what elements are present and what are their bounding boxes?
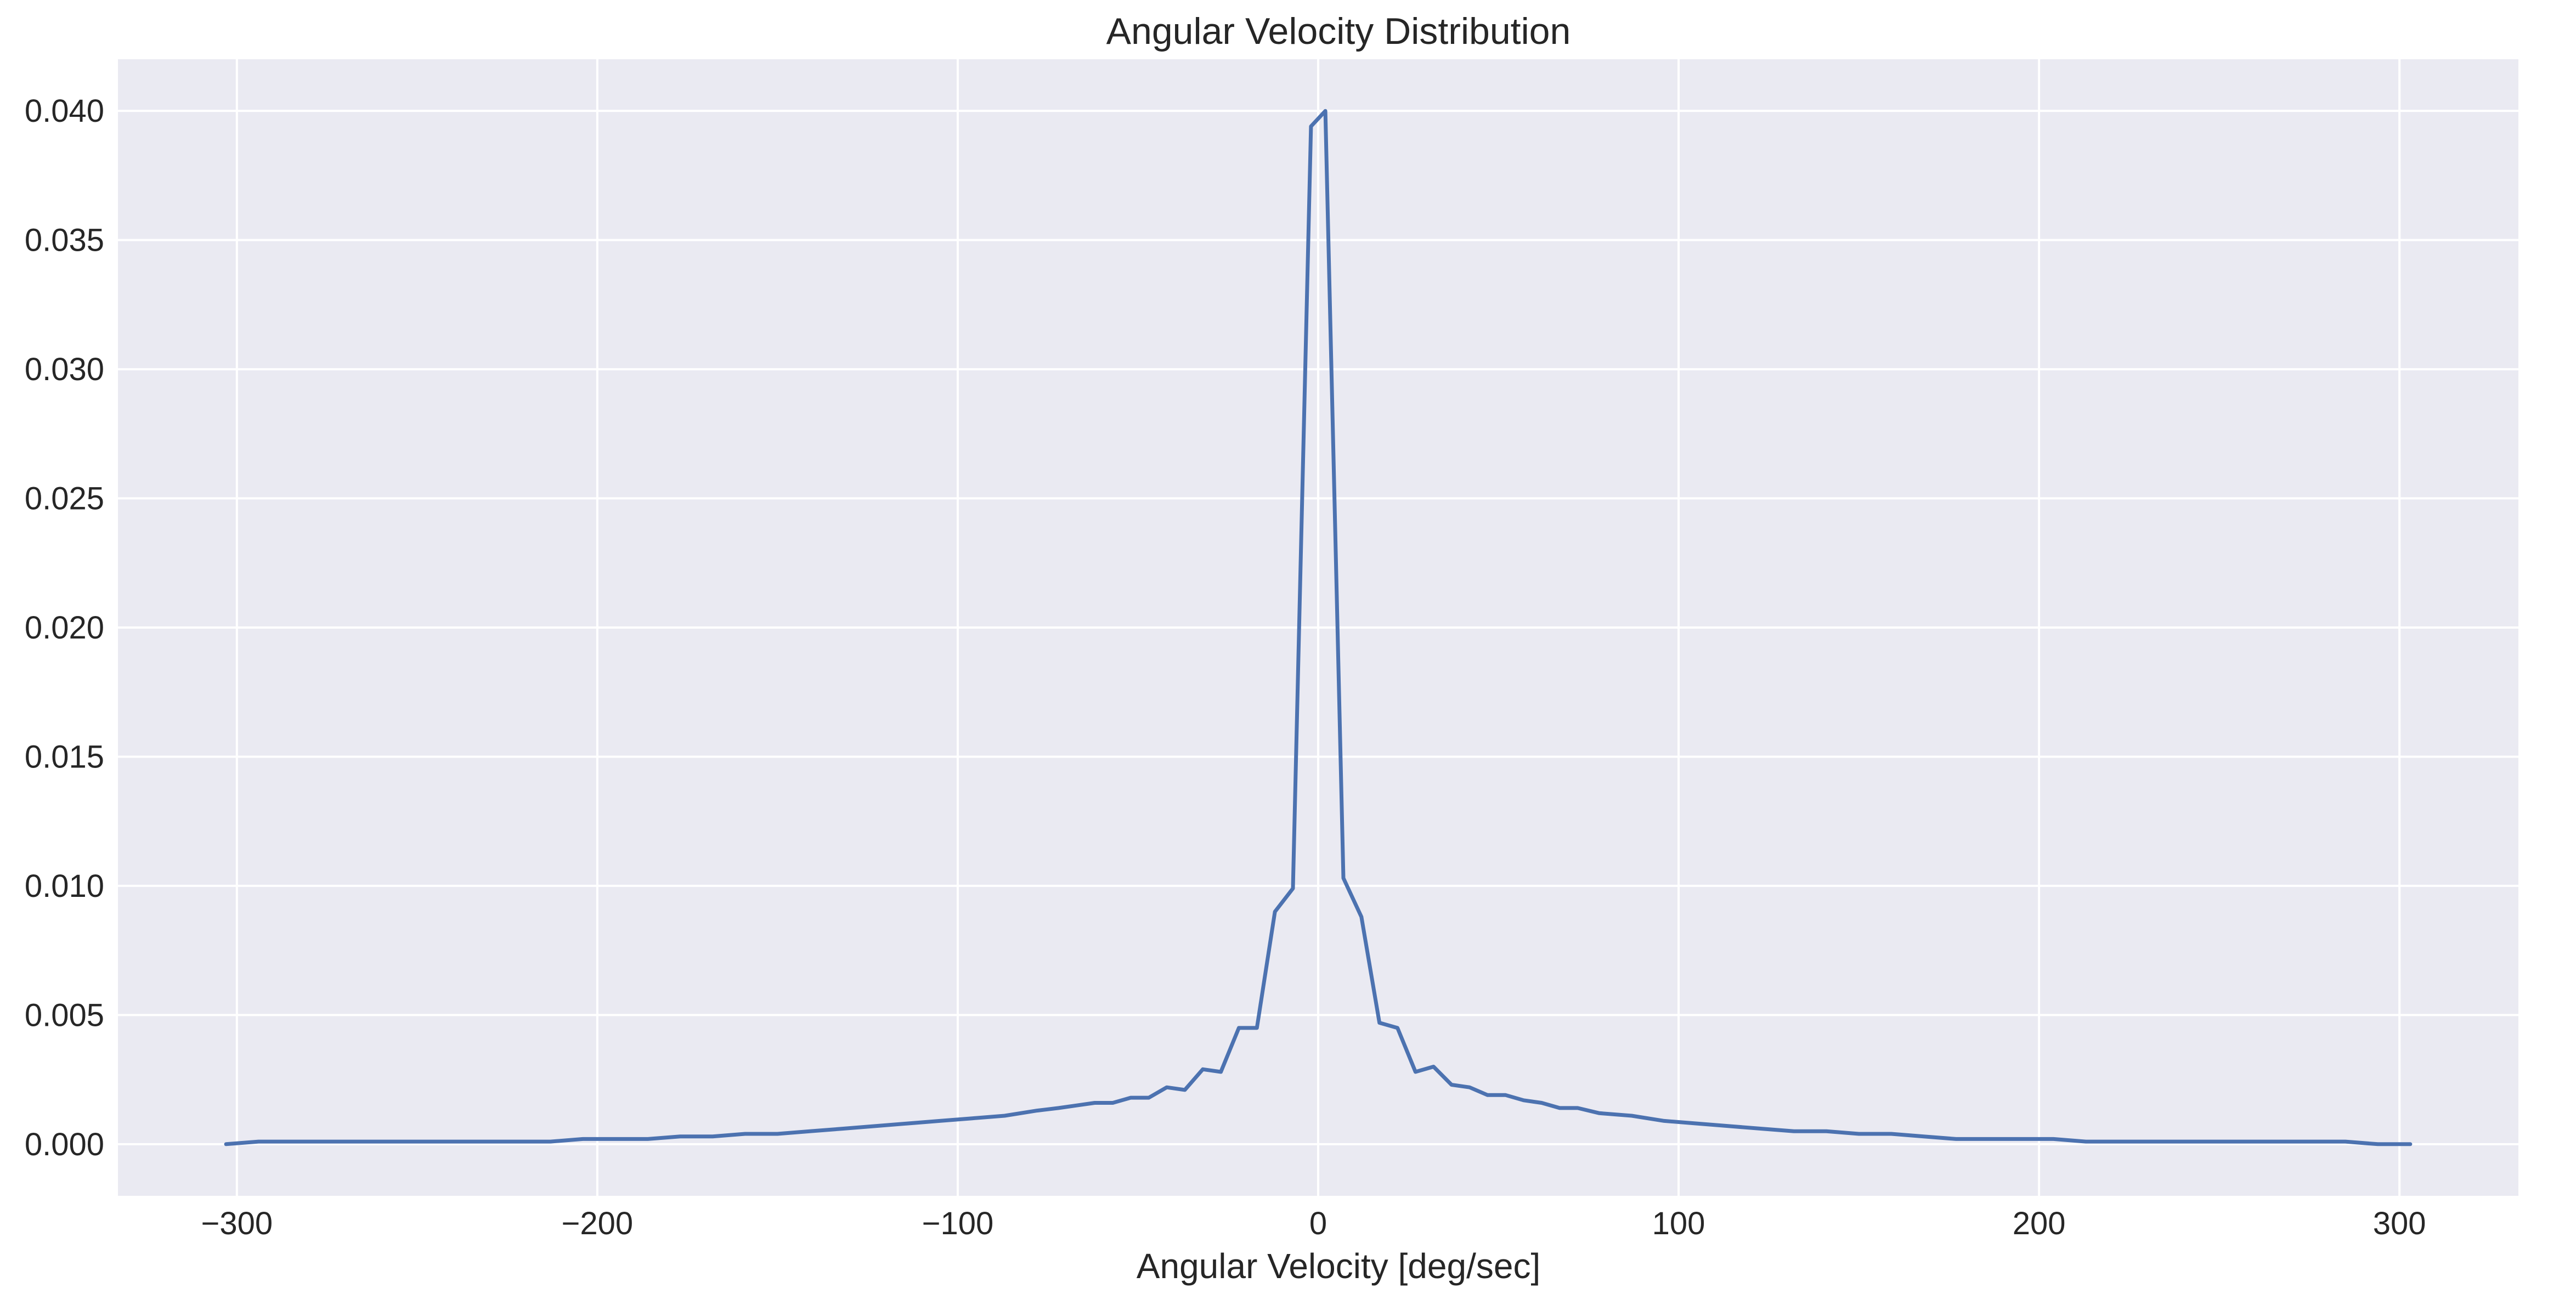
x-tick-label: −200 <box>562 1206 634 1241</box>
x-axis-label: Angular Velocity [deg/sec] <box>1137 1246 1540 1286</box>
x-tick-label: −100 <box>922 1206 994 1241</box>
y-tick-label: 0.000 <box>25 1127 104 1162</box>
y-tick-label: 0.020 <box>25 610 104 646</box>
x-tick-label: −300 <box>201 1206 273 1241</box>
y-tick-label: 0.035 <box>25 223 104 258</box>
x-tick-label: 0 <box>1309 1206 1327 1241</box>
series-line-0 <box>224 109 2413 1146</box>
y-tick-label: 0.025 <box>25 481 104 517</box>
x-tick-label: 300 <box>2373 1206 2426 1241</box>
y-tick-label: 0.005 <box>25 997 104 1033</box>
y-tick-label: 0.040 <box>25 93 104 129</box>
chart-title: Angular Velocity Distribution <box>1106 10 1571 52</box>
grid <box>118 59 2518 1196</box>
y-tick-label: 0.030 <box>25 352 104 387</box>
x-tick-label: 100 <box>1652 1206 1705 1241</box>
y-tick-label: 0.015 <box>25 739 104 775</box>
series-layer <box>224 109 2413 1146</box>
tick-labels: −300 −200 −100 0 100 200 300 0.000 0.005 0.010 0.0… <box>25 93 2426 1241</box>
x-tick-label: 200 <box>2013 1206 2066 1241</box>
y-tick-label: 0.010 <box>25 868 104 904</box>
